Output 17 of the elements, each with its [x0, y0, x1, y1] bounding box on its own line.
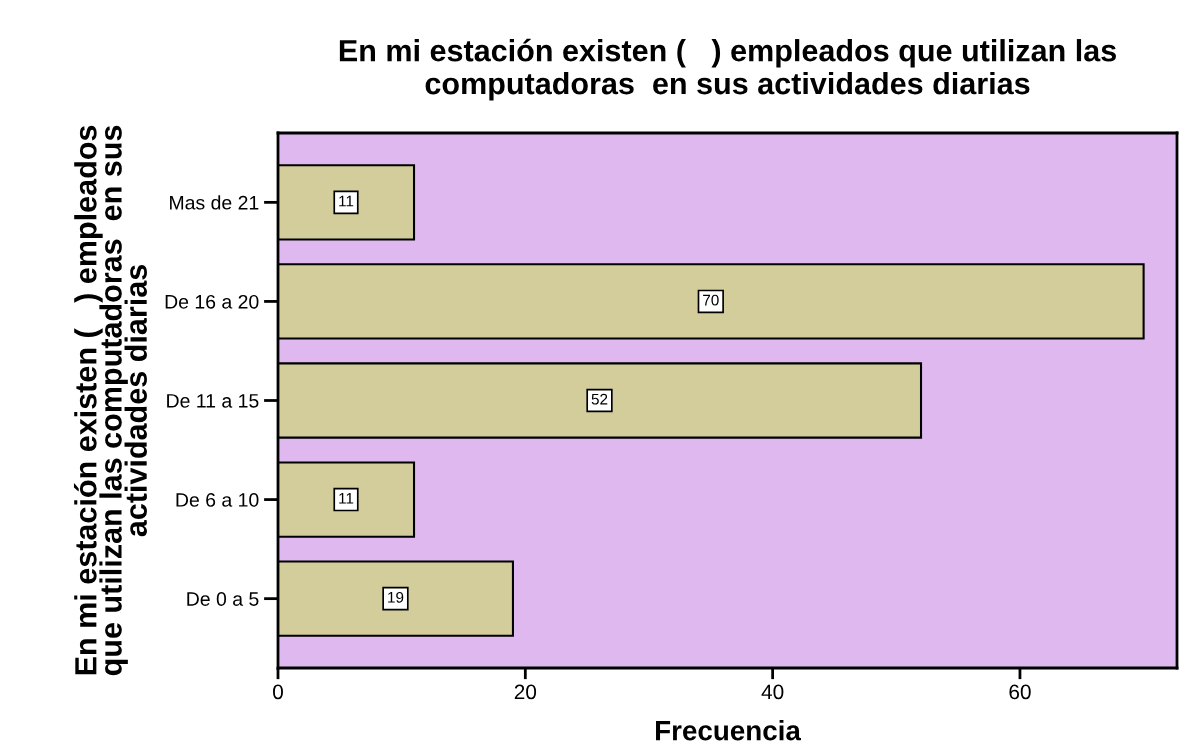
data-label: 70 [703, 294, 719, 306]
data-label: 52 [591, 393, 608, 405]
y-tick-label: De 11 a 15 [167, 394, 259, 408]
y-tick-label: De 6 a 10 [176, 493, 259, 507]
chart-title: En mi estación existen ( ) empleados que utilizan las computadoras en sus actividades diarias [339, 38, 1116, 101]
y-tick-label: Mas de 21 [170, 195, 259, 210]
y-axis-title: En mi estación existen ( ) empleados que utilizan las computadoras en sus actividades diarias [73, 125, 147, 676]
x-tick-label: 0 [273, 684, 283, 700]
y-tick-label: De 0 a 5 [187, 592, 259, 606]
data-label: 19 [388, 591, 404, 603]
x-tick-label: 40 [761, 684, 784, 700]
x-tick-label: 20 [514, 684, 537, 700]
data-label: 11 [339, 493, 354, 504]
x-axis-title: Frecuencia [656, 720, 802, 741]
y-tick-label: De 16 a 20 [165, 294, 259, 309]
x-tick-label: 60 [1009, 684, 1031, 700]
data-label: 11 [339, 195, 354, 207]
